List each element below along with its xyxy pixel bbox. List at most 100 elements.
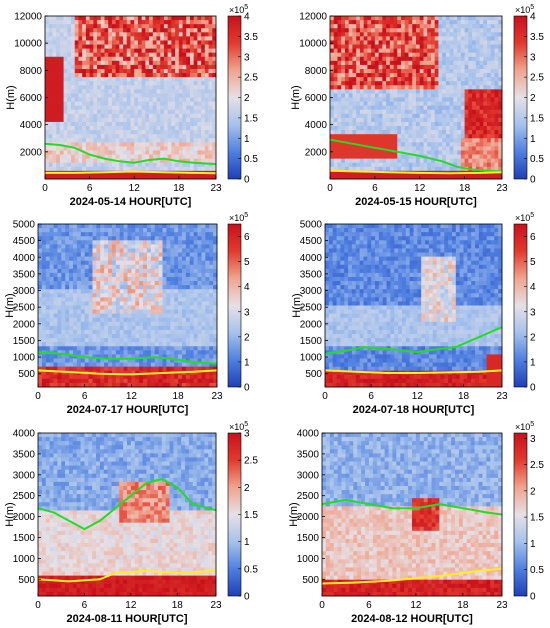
colorbar-tick-label: 2 xyxy=(244,93,250,104)
plot-frame xyxy=(37,223,218,388)
colorbar-tick-label: 0 xyxy=(244,175,250,186)
x-tick-label: 6 xyxy=(82,600,88,611)
y-tick-label: 2500 xyxy=(13,491,36,502)
x-axis-label: 2024-07-17 HOUR[UTC] xyxy=(67,404,189,416)
x-tick-label: 0 xyxy=(319,600,325,611)
colorbar-tick-label: 4 xyxy=(530,12,536,23)
colorbar-exponent: ×105 xyxy=(515,212,534,223)
boundary-layer-line xyxy=(37,569,217,583)
x-tick-label: 12 xyxy=(410,600,422,611)
x-tick-label: 0 xyxy=(35,600,41,611)
colorbar xyxy=(513,432,528,597)
cloud-top-line xyxy=(37,477,217,531)
x-tick-label: 18 xyxy=(172,600,184,611)
cloud-top-line xyxy=(329,138,503,173)
x-tick-label: 18 xyxy=(173,391,185,402)
colorbar-tick-label: 2.5 xyxy=(530,73,544,84)
y-tick-label: 5000 xyxy=(300,220,323,231)
y-tick-label: 12000 xyxy=(14,12,42,23)
y-tick-label: 10000 xyxy=(14,39,42,50)
y-tick-label: 2000 xyxy=(13,319,36,330)
x-tick-label: 23 xyxy=(211,391,223,402)
colorbar-tick-label: 2 xyxy=(530,93,536,104)
cloud-top-line xyxy=(44,142,217,166)
y-tick-label: 3500 xyxy=(13,449,36,460)
colorbar-tick-label: 1.5 xyxy=(530,513,544,524)
colorbar-tick-label: 1.5 xyxy=(530,113,544,124)
colorbar-tick-label: 6 xyxy=(530,232,536,243)
y-tick-label: 500 xyxy=(18,369,35,380)
colorbar-tick-label: 0 xyxy=(530,592,536,603)
y-tick-label: 6000 xyxy=(305,93,328,104)
x-tick-label: 12 xyxy=(125,600,137,611)
y-tick-label: 4500 xyxy=(13,236,36,247)
y-tick-label: 2500 xyxy=(300,303,323,314)
x-tick-label: 18 xyxy=(458,391,470,402)
colorbar-tick-label: 0.5 xyxy=(244,564,258,575)
heatmap-cells xyxy=(38,433,217,597)
x-tick-label: 12 xyxy=(126,391,138,402)
x-tick-label: 6 xyxy=(366,600,372,611)
colorbar-tick-label: 4 xyxy=(244,12,250,23)
cloud-top-line xyxy=(321,498,503,516)
colorbar-tick-label: 2 xyxy=(244,483,250,494)
y-tick-label: 2000 xyxy=(20,147,43,158)
colorbar-tick-label: 2.5 xyxy=(530,460,544,471)
y-tick-label: 3000 xyxy=(13,286,36,297)
y-tick-label: 4000 xyxy=(13,253,36,264)
colorbar-tick-label: 3 xyxy=(530,307,536,318)
colorbar-tick-label: 0.5 xyxy=(530,565,544,576)
colorbar-tick-label: 6 xyxy=(244,232,250,243)
x-tick-label: 12 xyxy=(412,391,424,402)
y-tick-label: 2000 xyxy=(13,512,36,523)
plot-frame xyxy=(37,432,217,597)
x-tick-label: 6 xyxy=(87,183,93,194)
x-tick-label: 0 xyxy=(42,183,48,194)
panel-2: 0 6 12 18 23200040006000800010000120002024-0… xyxy=(290,4,544,208)
y-tick-label: 4000 xyxy=(297,429,320,440)
y-tick-label: 4000 xyxy=(300,253,323,264)
colorbar-tick-label: 2.5 xyxy=(244,73,258,84)
colorbar-tick-label: 3.5 xyxy=(244,32,258,43)
colorbar-tick-label: 0 xyxy=(244,592,250,603)
colorbar-tick-label: 1 xyxy=(244,357,250,368)
cloud-top-line xyxy=(324,326,503,355)
colorbar xyxy=(227,223,242,388)
colorbar-tick-label: 1 xyxy=(530,134,536,145)
heatmap-cells xyxy=(330,16,503,180)
y-tick-label: 500 xyxy=(18,575,35,586)
colorbar xyxy=(513,223,528,388)
x-tick-label: 0 xyxy=(327,183,333,194)
x-axis-label: 2024-07-18 HOUR[UTC] xyxy=(353,404,475,416)
y-tick-label: 6000 xyxy=(20,93,43,104)
x-tick-label: 23 xyxy=(496,183,508,194)
y-tick-label: 2500 xyxy=(13,303,36,314)
y-tick-label: 12000 xyxy=(299,12,327,23)
colorbar-tick-label: 3 xyxy=(530,52,536,63)
y-tick-label: 2000 xyxy=(297,512,320,523)
y-tick-label: 4500 xyxy=(300,236,323,247)
x-axis-label: 2024-08-11 HOUR[UTC] xyxy=(66,613,187,625)
x-tick-label: 18 xyxy=(459,183,471,194)
panel-4: 0 6 12 18 2350010001500200025003000350040004… xyxy=(291,212,536,416)
y-tick-label: 3500 xyxy=(300,269,323,280)
y-tick-label: 4000 xyxy=(305,120,328,131)
y-tick-label: 500 xyxy=(305,369,322,380)
y-tick-label: 2000 xyxy=(300,319,323,330)
x-axis-label: 2024-05-14 HOUR[UTC] xyxy=(70,196,192,208)
x-tick-label: 12 xyxy=(129,183,141,194)
colorbar-exponent: ×105 xyxy=(515,421,534,432)
y-axis-label: H(m) xyxy=(290,85,302,109)
y-tick-label: 2500 xyxy=(297,491,320,502)
heatmap-cells xyxy=(38,224,218,388)
colorbar-tick-label: 1 xyxy=(244,134,250,145)
colorbar-tick-label: 3 xyxy=(244,52,250,63)
y-axis-label: H(m) xyxy=(4,502,16,526)
x-tick-label: 0 xyxy=(322,391,328,402)
y-axis-label: H(m) xyxy=(291,293,303,317)
colorbar-tick-label: 1 xyxy=(530,539,536,550)
colorbar-tick-label: 4 xyxy=(530,282,536,293)
y-tick-label: 4000 xyxy=(20,120,43,131)
boundary-layer-line xyxy=(37,369,218,376)
x-tick-label: 23 xyxy=(496,600,508,611)
